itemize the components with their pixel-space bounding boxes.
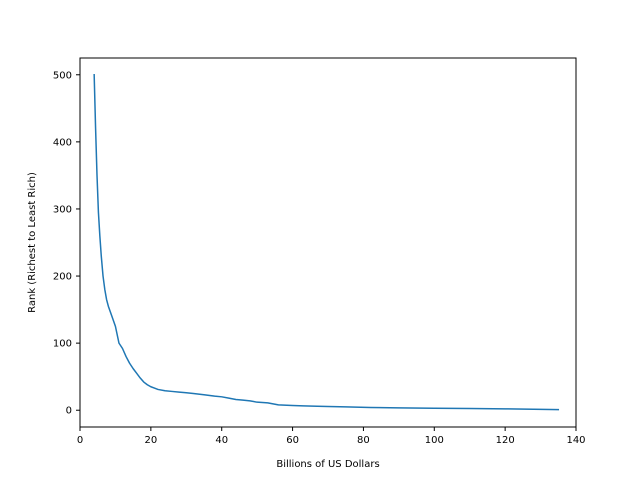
- x-tick-label: 60: [286, 435, 299, 446]
- x-tick-label: 80: [357, 435, 370, 446]
- plot-area: [80, 58, 576, 427]
- x-axis-ticks: 0 20 40 60 80 100 120 140: [77, 427, 586, 446]
- x-tick-label: 0: [77, 435, 83, 446]
- y-tick-label: 200: [53, 272, 72, 283]
- x-axis-label: Billions of US Dollars: [276, 459, 379, 470]
- x-tick-label: 100: [425, 435, 444, 446]
- y-tick-label: 300: [53, 204, 72, 215]
- y-tick-label: 100: [53, 339, 72, 350]
- y-tick-label: 500: [53, 70, 72, 81]
- y-tick-label: 0: [66, 406, 72, 417]
- x-tick-label: 40: [215, 435, 228, 446]
- plot-frame: [79, 57, 577, 428]
- x-tick-label: 140: [566, 435, 585, 446]
- y-axis-label: Rank (Richest to Least Rich): [27, 172, 38, 313]
- series-line-0: [93, 74, 560, 411]
- y-tick-label: 400: [53, 137, 72, 148]
- x-tick-label: 120: [496, 435, 515, 446]
- y-axis-ticks: 0 100 200 300 400 500: [53, 70, 80, 417]
- series-layer: [93, 74, 560, 411]
- x-tick-label: 20: [144, 435, 157, 446]
